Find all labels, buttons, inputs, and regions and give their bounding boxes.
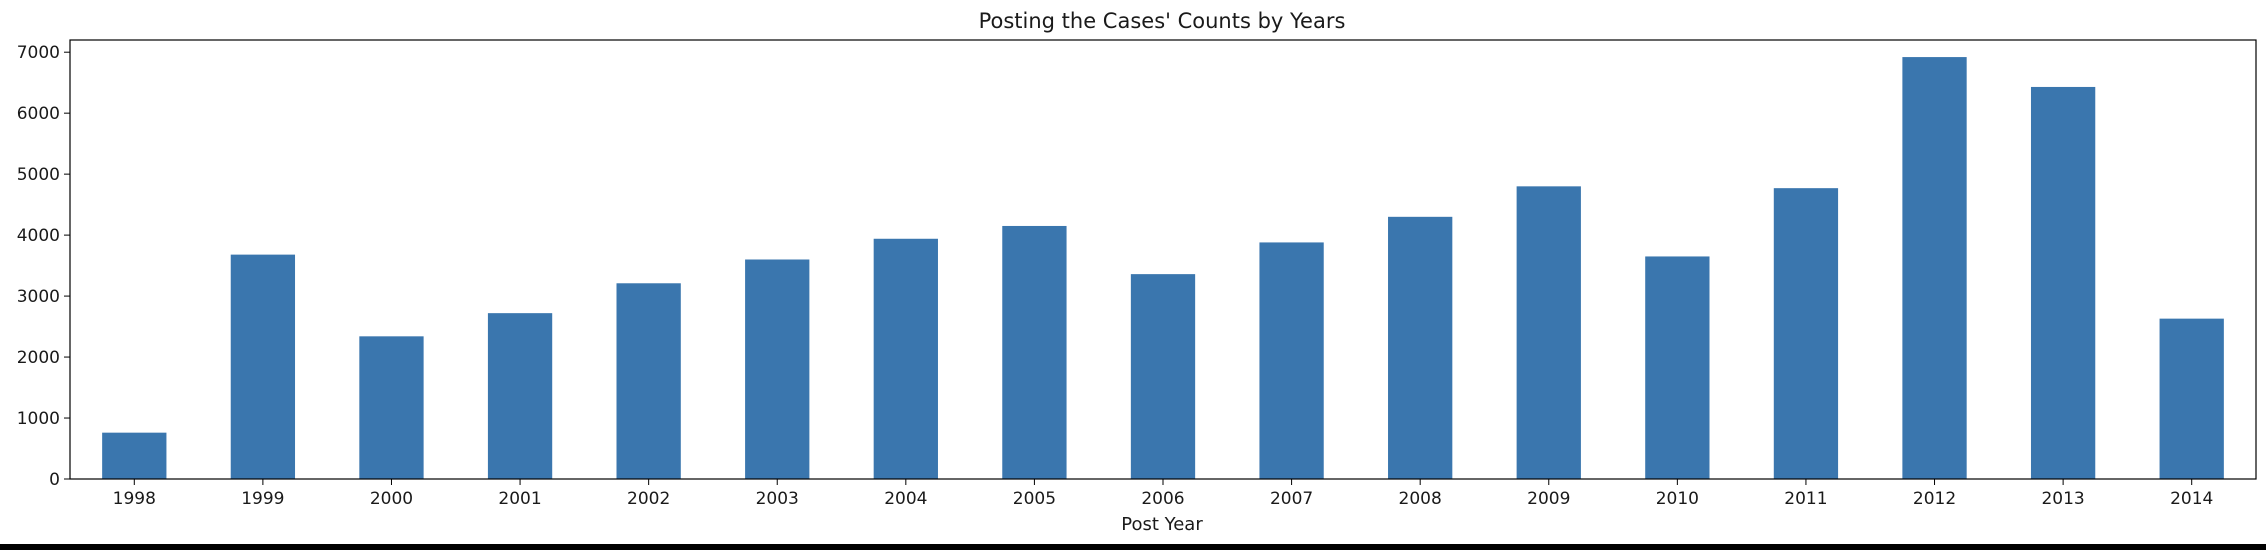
x-tick-label: 2008 — [1399, 489, 1442, 509]
bar-1999 — [230, 254, 296, 479]
y-tick-label: 3000 — [17, 287, 60, 307]
y-tick-label: 7000 — [17, 43, 60, 63]
y-tick-label: 5000 — [17, 165, 60, 185]
x-tick-label: 2013 — [2041, 489, 2084, 509]
x-tick-label: 2009 — [1527, 489, 1570, 509]
x-tick-label: 2014 — [2170, 489, 2213, 509]
bars — [102, 57, 2224, 480]
bar-2009 — [1516, 186, 1581, 480]
bar-2001 — [487, 313, 553, 479]
y-axis-ticks: 0 1000 2000 3000 4000 5000 6000 7000 — [17, 43, 70, 490]
bar-2008 — [1388, 216, 1453, 479]
x-axis-ticks: 1998 1999 2000 2001 2002 2003 2004 2005 2006 2007… — [113, 479, 2213, 509]
bar-2010 — [1645, 256, 1710, 479]
x-tick-label: 2005 — [1013, 489, 1056, 509]
y-tick-label: 0 — [49, 470, 60, 490]
bar-1998 — [102, 432, 167, 479]
y-tick-label: 1000 — [17, 409, 60, 429]
bar-2014 — [2159, 318, 2224, 479]
bar-2013 — [2030, 86, 2096, 479]
bar-2003 — [745, 259, 810, 479]
plot-frame — [69, 39, 2257, 480]
bar-2005 — [1002, 225, 1067, 479]
chart-title: Posting the Cases' Counts by Years — [979, 9, 1346, 33]
bar-2012 — [1902, 57, 1967, 479]
y-tick-label: 4000 — [17, 226, 60, 246]
x-tick-label: 2006 — [1141, 489, 1184, 509]
x-tick-label: 2012 — [1913, 489, 1956, 509]
x-tick-label: 1999 — [241, 489, 284, 509]
bar-2007 — [1259, 242, 1324, 479]
x-tick-label: 2007 — [1270, 489, 1313, 509]
x-tick-label: 1998 — [113, 489, 156, 509]
x-tick-label: 2000 — [370, 489, 413, 509]
y-tick-label: 6000 — [17, 104, 60, 124]
bar-2006 — [1130, 274, 1196, 479]
bar-2004 — [873, 238, 938, 479]
x-tick-label: 2002 — [627, 489, 670, 509]
x-tick-label: 2010 — [1656, 489, 1699, 509]
bar-2000 — [359, 336, 424, 479]
bar-2002 — [616, 283, 681, 479]
x-tick-label: 2004 — [884, 489, 927, 509]
x-tick-label: 2003 — [756, 489, 799, 509]
x-axis-label: Post Year — [1121, 514, 1203, 535]
x-tick-label: 2001 — [498, 489, 541, 509]
x-tick-label: 2011 — [1784, 489, 1827, 509]
bar-2011 — [1773, 188, 1839, 479]
bottom-border — [0, 544, 2266, 550]
y-tick-label: 2000 — [17, 348, 60, 368]
